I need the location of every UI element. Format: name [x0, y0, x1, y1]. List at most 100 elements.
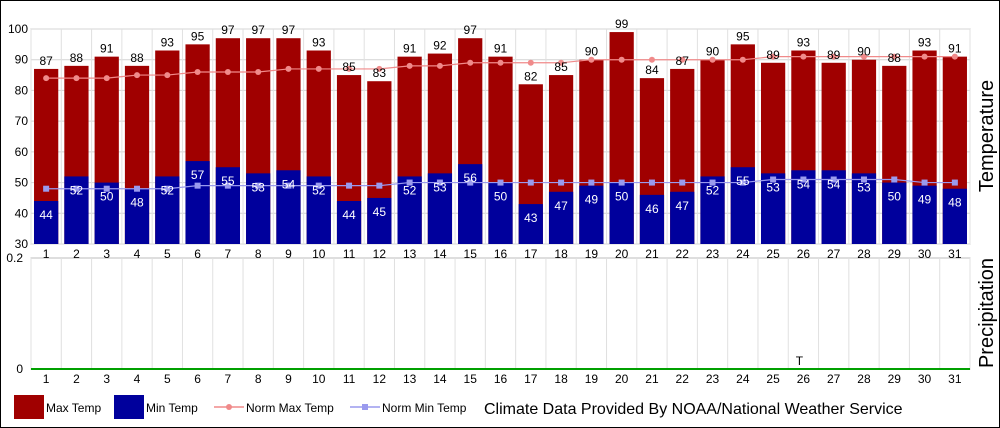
- temp-y-tick-label: 60: [15, 145, 29, 159]
- max-temp-label: 97: [282, 23, 296, 37]
- min-temp-label: 52: [403, 183, 417, 197]
- norm-min-temp-point: [376, 182, 383, 189]
- min-temp-label: 47: [676, 199, 690, 213]
- temp-x-tick-label: 7: [225, 247, 232, 261]
- temp-x-tick-label: 11: [343, 247, 356, 261]
- min-temp-label: 44: [342, 208, 356, 222]
- norm-max-temp-point: [436, 62, 443, 69]
- precip-x-tick-label: 24: [736, 372, 750, 386]
- norm-max-temp-point: [73, 75, 80, 82]
- precip-x-tick-label: 28: [857, 372, 871, 386]
- temp-x-tick-label: 26: [797, 247, 811, 261]
- min-temp-bar: [760, 173, 786, 244]
- max-temp-label: 95: [191, 29, 205, 43]
- norm-min-temp-point: [315, 182, 322, 189]
- precip-x-tick-label: 6: [194, 372, 201, 386]
- temp-x-tick-label: 31: [948, 247, 962, 261]
- min-temp-bar: [215, 167, 241, 244]
- min-temp-label: 44: [39, 208, 53, 222]
- min-temp-label: 54: [282, 177, 296, 191]
- norm-min-temp-point: [285, 182, 292, 189]
- norm-min-temp-point: [406, 179, 413, 186]
- norm-max-temp-point: [891, 53, 898, 60]
- max-temp-label: 91: [100, 42, 114, 56]
- norm-max-temp-point: [224, 69, 231, 75]
- temp-x-tick-label: 10: [312, 247, 326, 261]
- norm-max-temp-point: [830, 53, 837, 60]
- min-temp-label: 54: [827, 177, 841, 191]
- max-temp-label: 83: [373, 66, 387, 80]
- precip-x-tick-label: 23: [706, 372, 720, 386]
- min-temp-bar: [548, 191, 574, 244]
- norm-min-temp-point: [891, 176, 898, 183]
- precip-x-tick-label: 27: [827, 372, 841, 386]
- norm-min-temp-point: [558, 179, 565, 186]
- precip-x-tick-label: 19: [585, 372, 599, 386]
- temp-x-tick-label: 8: [255, 247, 262, 261]
- norm-max-temp-point: [770, 53, 777, 60]
- norm-min-temp-point: [921, 179, 928, 186]
- precip-x-tick-label: 2: [73, 372, 80, 386]
- legend-swatch-0: [14, 395, 44, 419]
- legend-label-3: Norm Min Temp: [382, 401, 467, 415]
- credit-text: Climate Data Provided By NOAA/National W…: [484, 401, 903, 418]
- precip-x-tick-label: 14: [433, 372, 447, 386]
- temp-x-tick-label: 25: [766, 247, 780, 261]
- max-temp-label: 87: [676, 54, 690, 68]
- min-temp-bar: [488, 182, 513, 244]
- norm-min-temp-point: [346, 182, 353, 189]
- min-temp-bar: [185, 161, 210, 244]
- norm-max-temp-point: [951, 53, 958, 60]
- norm-min-temp-point: [194, 182, 201, 189]
- precip-x-tick-label: 15: [464, 372, 478, 386]
- precip-x-tick-label: 29: [888, 372, 902, 386]
- temperature-axis-title: Temperature: [976, 80, 998, 192]
- min-temp-bar: [791, 170, 816, 244]
- temp-x-tick-label: 21: [645, 247, 659, 261]
- norm-max-temp-point: [467, 59, 474, 66]
- temp-x-tick-label: 1: [43, 247, 50, 261]
- min-temp-label: 55: [221, 174, 235, 188]
- min-temp-label: 56: [464, 171, 478, 185]
- max-temp-label: 90: [857, 45, 871, 59]
- norm-max-temp-point: [134, 72, 141, 79]
- temp-x-tick-label: 30: [918, 247, 932, 261]
- max-temp-label: 97: [221, 23, 235, 37]
- temp-x-tick-label: 28: [857, 247, 871, 261]
- min-temp-label: 47: [554, 199, 568, 213]
- max-temp-label: 97: [464, 23, 478, 37]
- norm-min-temp-point: [103, 185, 110, 192]
- min-temp-bar: [397, 176, 422, 244]
- norm-min-temp-point: [588, 179, 595, 186]
- norm-min-temp-point: [255, 182, 262, 189]
- max-temp-label: 88: [70, 51, 84, 65]
- norm-max-temp-point: [285, 65, 292, 72]
- legend-label-2: Norm Max Temp: [246, 401, 334, 415]
- min-temp-label: 43: [524, 211, 538, 225]
- temp-x-tick-label: 2: [73, 247, 80, 261]
- min-temp-label: 52: [312, 183, 326, 197]
- temp-x-tick-label: 19: [585, 247, 599, 261]
- precip-x-tick-label: 30: [918, 372, 932, 386]
- max-temp-label: 93: [797, 36, 811, 50]
- norm-max-temp-point: [346, 65, 353, 72]
- norm-max-temp-point: [921, 53, 928, 60]
- max-temp-label: 89: [766, 48, 780, 62]
- norm-min-temp-point: [497, 179, 504, 186]
- norm-max-temp-point: [406, 62, 413, 69]
- min-temp-label: 50: [494, 190, 508, 204]
- max-temp-label: 85: [342, 60, 356, 74]
- temp-x-tick-label: 16: [494, 247, 508, 261]
- norm-max-temp-point: [43, 75, 50, 82]
- max-temp-label: 88: [130, 51, 144, 65]
- temp-x-tick-label: 9: [285, 247, 292, 261]
- min-temp-bar: [518, 204, 543, 244]
- norm-min-temp-point: [134, 185, 141, 192]
- norm-min-temp-point: [43, 185, 50, 192]
- min-temp-label: 50: [888, 190, 902, 204]
- min-temp-bar: [912, 185, 937, 244]
- norm-min-temp-point: [951, 179, 958, 186]
- norm-max-temp-point: [558, 59, 565, 66]
- min-temp-label: 53: [857, 180, 871, 194]
- max-temp-label: 95: [736, 29, 750, 43]
